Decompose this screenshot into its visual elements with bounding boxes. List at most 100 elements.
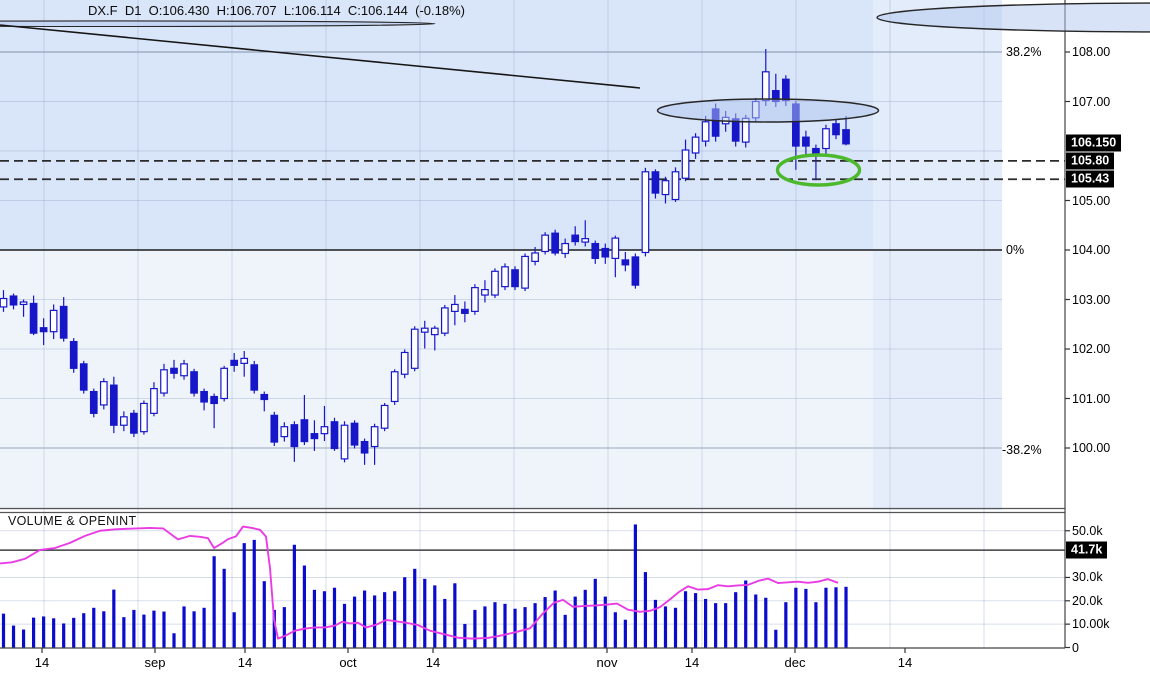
candle — [300, 419, 309, 443]
volume-bar — [814, 602, 818, 648]
volume-bar — [21, 629, 26, 648]
candle — [109, 384, 118, 426]
volume-bar — [252, 539, 256, 648]
candle — [651, 171, 660, 194]
volume-bar — [112, 589, 116, 648]
price-tick-label: 103.00 — [1072, 292, 1111, 307]
trendline[interactable] — [0, 24, 641, 89]
candle — [39, 327, 48, 333]
volume-bar — [342, 603, 347, 648]
candle — [59, 305, 68, 339]
volume-bar — [693, 593, 698, 648]
price-tick-label: 108.00 — [1072, 45, 1111, 59]
time-tick-label: 14 — [34, 655, 50, 670]
candle — [551, 232, 560, 254]
volume-bar — [192, 611, 196, 648]
volume-bar — [262, 581, 266, 648]
volume-bar — [1, 613, 6, 648]
candle — [842, 129, 850, 145]
volume-bar — [332, 587, 337, 648]
candle — [471, 287, 479, 312]
candle — [310, 433, 319, 440]
volume-bar — [302, 565, 306, 648]
current-price-badge: 106.150 — [1066, 134, 1122, 152]
volume-bar — [72, 617, 76, 648]
candle — [521, 255, 529, 289]
candle — [280, 426, 289, 438]
volume-bar — [804, 588, 808, 648]
price-tick-label: 104.00 — [1072, 243, 1111, 257]
candle — [49, 309, 58, 333]
open-interest-line[interactable] — [0, 525, 839, 640]
volume-bar — [162, 611, 166, 648]
candle — [410, 328, 419, 369]
volume-bar — [754, 594, 758, 648]
candle — [681, 149, 690, 179]
candle — [631, 256, 640, 286]
volume-bar — [102, 611, 106, 648]
level-badge-10580: 105.80 — [1066, 152, 1115, 170]
candle — [150, 388, 158, 414]
volume-bar — [322, 591, 327, 648]
volume-bar — [92, 607, 96, 648]
volume-bar — [573, 596, 577, 648]
volume-bar — [453, 583, 457, 648]
volume-bar — [744, 580, 748, 648]
volume-bar — [443, 598, 447, 648]
volume-bar — [734, 592, 738, 648]
flat-ellipse-top-right[interactable] — [876, 2, 1150, 33]
candle — [29, 302, 38, 334]
volume-bar — [352, 596, 357, 648]
volume-bar — [473, 609, 477, 648]
volume-bar — [704, 598, 708, 648]
volume-bar — [683, 591, 688, 648]
candle — [541, 234, 549, 253]
candle — [781, 78, 790, 102]
candle — [430, 327, 439, 336]
volume-bar — [413, 568, 417, 648]
volume-bar — [563, 614, 567, 648]
candle — [531, 252, 539, 262]
time-tick-label: 14 — [425, 655, 441, 670]
volume-bar — [613, 612, 617, 648]
volume-bar — [483, 606, 487, 648]
price-tick-label: 102.00 — [1072, 342, 1111, 356]
flat-ellipse-top-left[interactable] — [0, 20, 436, 28]
candle — [761, 71, 770, 102]
volume-tick-label: 30.0k — [1072, 570, 1103, 585]
price-tick-label: 101.00 — [1072, 391, 1111, 406]
volume-bar — [653, 599, 658, 648]
volume-bar — [82, 613, 86, 648]
volume-bar — [202, 607, 206, 648]
fib-label-neg382: -38.2% — [1002, 443, 1042, 457]
volume-bar — [824, 587, 828, 648]
candle — [491, 270, 499, 296]
candle — [380, 404, 389, 429]
time-tick-label: nov — [596, 655, 618, 670]
candle — [390, 371, 399, 403]
volume-bar — [553, 590, 557, 648]
volume-bar — [503, 603, 507, 648]
candle — [260, 393, 269, 401]
volume-bar — [272, 609, 276, 648]
candle — [571, 234, 580, 243]
consolidation-ellipse[interactable] — [656, 98, 880, 123]
highlight-column[interactable] — [873, 0, 1002, 510]
fib-label-0: 0% — [1006, 243, 1025, 257]
candle — [400, 351, 409, 375]
candle — [501, 266, 509, 288]
candle — [611, 237, 620, 260]
green-ellipse[interactable] — [775, 153, 862, 187]
volume-bar — [463, 623, 467, 648]
volume-bar — [764, 597, 768, 648]
volume-bar — [132, 609, 136, 648]
ohlc-header: DX.F D1 O:106.430 H:106.707 L:106.114 C:… — [88, 3, 465, 18]
volume-bar — [844, 586, 848, 648]
volume-bar — [433, 585, 437, 648]
volume-bar — [42, 616, 46, 648]
candle — [170, 367, 178, 374]
candle — [240, 357, 249, 364]
candle — [69, 340, 78, 369]
volume-bar — [182, 606, 186, 648]
